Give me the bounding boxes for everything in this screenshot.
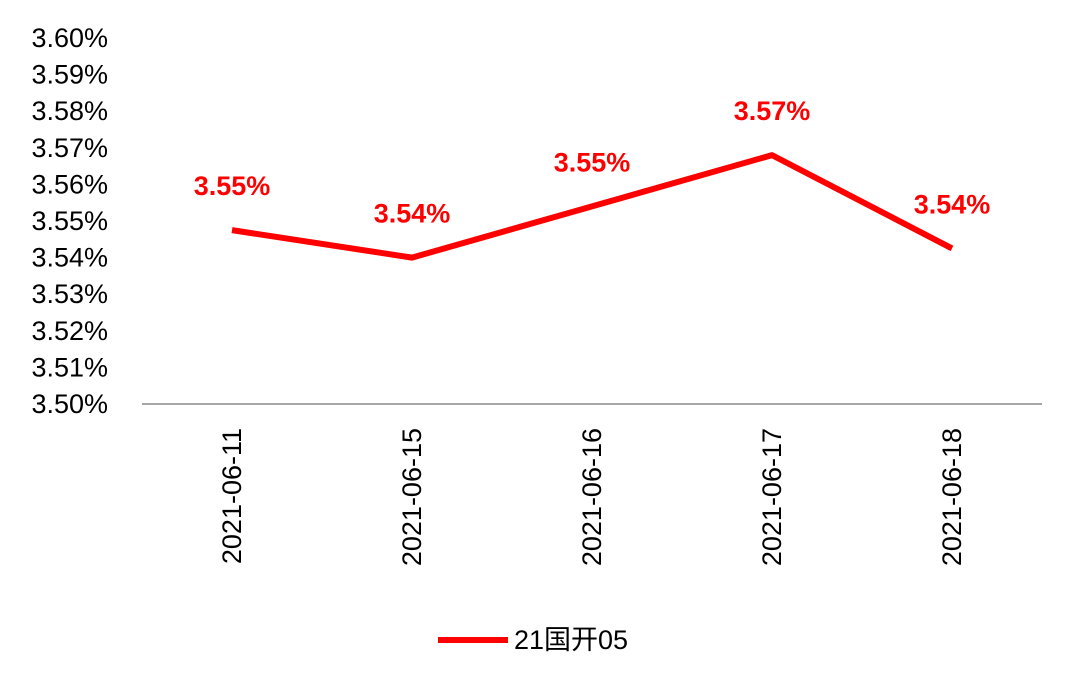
x-tick-label: 2021-06-18 bbox=[937, 428, 967, 566]
data-label: 3.54% bbox=[374, 199, 451, 229]
y-tick-label: 3.56% bbox=[31, 169, 108, 199]
series-layer: 3.55% 3.54% 3.55% 3.57% 3.54% bbox=[194, 96, 991, 261]
legend-label: 21国开05 bbox=[514, 625, 628, 655]
x-tick-label: 2021-06-16 bbox=[577, 428, 607, 566]
y-tick-label: 3.59% bbox=[31, 60, 108, 90]
y-tick-label: 3.52% bbox=[31, 316, 108, 346]
data-label: 3.54% bbox=[914, 189, 991, 219]
y-tick-label: 3.58% bbox=[31, 96, 108, 126]
x-tick-label: 2021-06-17 bbox=[757, 428, 787, 566]
y-tick-label: 3.54% bbox=[31, 243, 108, 273]
x-tick-label: 2021-06-15 bbox=[397, 428, 427, 566]
y-tick-label: 3.53% bbox=[31, 279, 108, 309]
x-tick-label: 2021-06-11 bbox=[217, 428, 247, 564]
y-tick-label: 3.55% bbox=[31, 206, 108, 236]
y-tick-label: 3.57% bbox=[31, 133, 108, 163]
legend: 21国开05 bbox=[438, 625, 628, 655]
y-axis: 3.60% 3.59% 3.58% 3.57% 3.56% 3.55% 3.54% 3.53%… bbox=[31, 23, 108, 419]
series-line bbox=[231, 152, 954, 261]
data-label: 3.55% bbox=[194, 171, 271, 201]
data-label: 3.55% bbox=[554, 147, 631, 177]
data-label: 3.57% bbox=[734, 96, 811, 126]
x-axis: 2021-06-11 2021-06-15 2021-06-16 2021-06-17… bbox=[217, 428, 967, 566]
y-tick-label: 3.60% bbox=[31, 23, 108, 53]
y-tick-label: 3.50% bbox=[31, 389, 108, 419]
y-tick-label: 3.51% bbox=[31, 352, 108, 382]
